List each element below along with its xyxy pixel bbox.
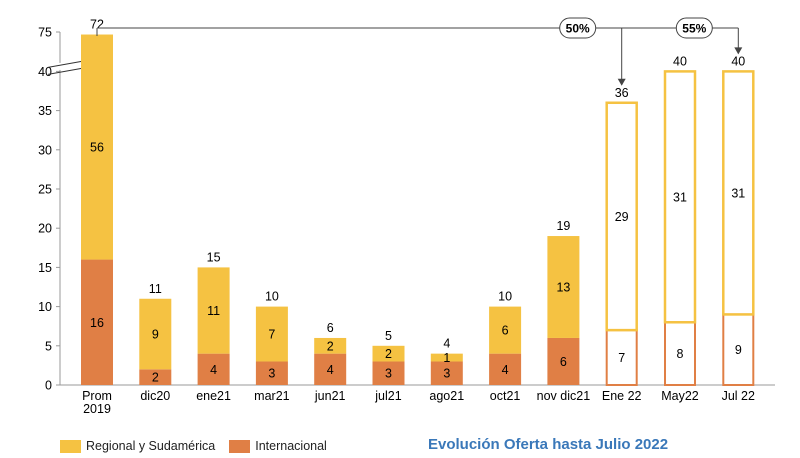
total-label: 10 xyxy=(265,290,279,304)
y-tick-label: 0 xyxy=(45,379,52,393)
bar-internacional xyxy=(547,337,580,385)
total-label: 36 xyxy=(615,86,629,100)
legend-item-internacional: Internacional xyxy=(229,439,327,453)
data-label-internacional: 4 xyxy=(327,363,334,377)
x-tick-label: mar21 xyxy=(254,389,289,403)
data-label-internacional: 4 xyxy=(502,363,509,377)
y-tick-label: 5 xyxy=(45,339,52,353)
x-tick-label: nov dic21 xyxy=(537,389,591,403)
bar-regional xyxy=(430,353,463,362)
total-label: 40 xyxy=(731,54,745,68)
data-label-regional: 31 xyxy=(673,190,687,204)
annotation-arrowhead xyxy=(617,78,626,86)
data-label-regional: 6 xyxy=(502,324,509,338)
bar-regional xyxy=(255,306,288,362)
data-label-internacional: 7 xyxy=(618,351,625,365)
bar-internacional xyxy=(489,353,522,385)
data-label-internacional: 9 xyxy=(735,343,742,357)
data-label-internacional: 2 xyxy=(152,371,159,385)
legend-swatch-regional xyxy=(60,439,81,453)
bar-internacional xyxy=(139,369,172,385)
x-tick-label: Ene 22 xyxy=(602,389,642,403)
annotation-pill xyxy=(675,17,713,39)
bar-regional xyxy=(547,236,580,338)
data-label-regional: 29 xyxy=(615,210,629,224)
annotation-label: 55% xyxy=(682,22,706,36)
bar-regional xyxy=(197,267,230,354)
data-label-internacional: 6 xyxy=(560,355,567,369)
data-label-regional: 1 xyxy=(443,351,450,365)
total-label: 4 xyxy=(443,337,450,351)
data-label-internacional: 3 xyxy=(385,367,392,381)
data-label-internacional: 3 xyxy=(443,367,450,381)
y-tick-label: 40 xyxy=(38,65,52,79)
data-label-regional: 2 xyxy=(327,339,334,353)
total-label: 6 xyxy=(327,321,334,335)
x-tick-label: jul21 xyxy=(374,389,401,403)
total-label: 11 xyxy=(149,282,162,296)
legend-swatch-internacional xyxy=(229,439,251,453)
bar-internacional xyxy=(81,259,113,385)
data-label-regional: 11 xyxy=(207,304,220,318)
bar-regional xyxy=(372,345,405,362)
data-label-internacional: 8 xyxy=(677,347,684,361)
data-label-internacional: 3 xyxy=(268,367,275,381)
x-tick-label: ago21 xyxy=(429,389,464,403)
data-label-regional: 31 xyxy=(731,186,745,200)
bar-regional xyxy=(722,70,755,316)
bar-regional xyxy=(81,34,113,260)
annotation-arrowhead xyxy=(734,47,743,55)
data-label-regional: 7 xyxy=(268,328,275,342)
y-tick-label: 25 xyxy=(38,183,52,197)
bar-regional xyxy=(663,70,697,324)
total-label: 19 xyxy=(556,219,570,233)
annotation-pill xyxy=(559,17,597,39)
bar-regional xyxy=(139,298,172,370)
total-label: 5 xyxy=(385,329,392,343)
bar-internacional xyxy=(430,361,463,385)
y-tick-label: 75 xyxy=(38,26,52,40)
data-label-regional: 9 xyxy=(152,328,159,342)
x-tick-label: Prom xyxy=(82,389,112,403)
total-label: 40 xyxy=(673,54,687,68)
data-label-regional: 2 xyxy=(385,347,392,361)
bar-internacional xyxy=(255,361,288,385)
annotation-label: 50% xyxy=(566,22,590,36)
x-tick-label: May22 xyxy=(661,389,699,403)
x-tick-label: Jul 22 xyxy=(722,389,755,403)
total-label: 15 xyxy=(207,250,221,264)
data-label-regional: 56 xyxy=(90,141,104,155)
legend-label-internacional: Internacional xyxy=(255,439,327,453)
y-tick-label: 20 xyxy=(38,222,52,236)
x-tick-label: dic20 xyxy=(140,389,170,403)
data-label-internacional: 16 xyxy=(90,316,104,330)
legend: Regional y Sudamérica Internacional xyxy=(60,439,341,453)
bar-internacional xyxy=(314,353,347,385)
bar-regional xyxy=(605,101,638,332)
x-tick-label: 2019 xyxy=(83,402,111,416)
y-tick-label: 10 xyxy=(38,300,52,314)
bar-regional xyxy=(489,306,522,354)
x-tick-label: oct21 xyxy=(490,389,521,403)
data-label-internacional: 4 xyxy=(210,363,217,377)
data-label-regional: 13 xyxy=(556,281,570,295)
bar-regional xyxy=(314,337,347,354)
y-tick-label: 30 xyxy=(38,143,52,157)
chart-title: Evolución Oferta hasta Julio 2022 xyxy=(428,436,669,453)
legend-label-regional: Regional y Sudamérica xyxy=(86,439,216,453)
x-tick-label: jun21 xyxy=(314,389,346,403)
bar-internacional xyxy=(197,353,230,385)
x-tick-label: ene21 xyxy=(196,389,231,403)
legend-item-regional: Regional y Sudamérica xyxy=(60,439,215,453)
y-tick-label: 15 xyxy=(38,261,52,275)
total-label: 10 xyxy=(498,290,512,304)
bar-internacional xyxy=(372,361,405,385)
y-tick-label: 35 xyxy=(38,104,52,118)
